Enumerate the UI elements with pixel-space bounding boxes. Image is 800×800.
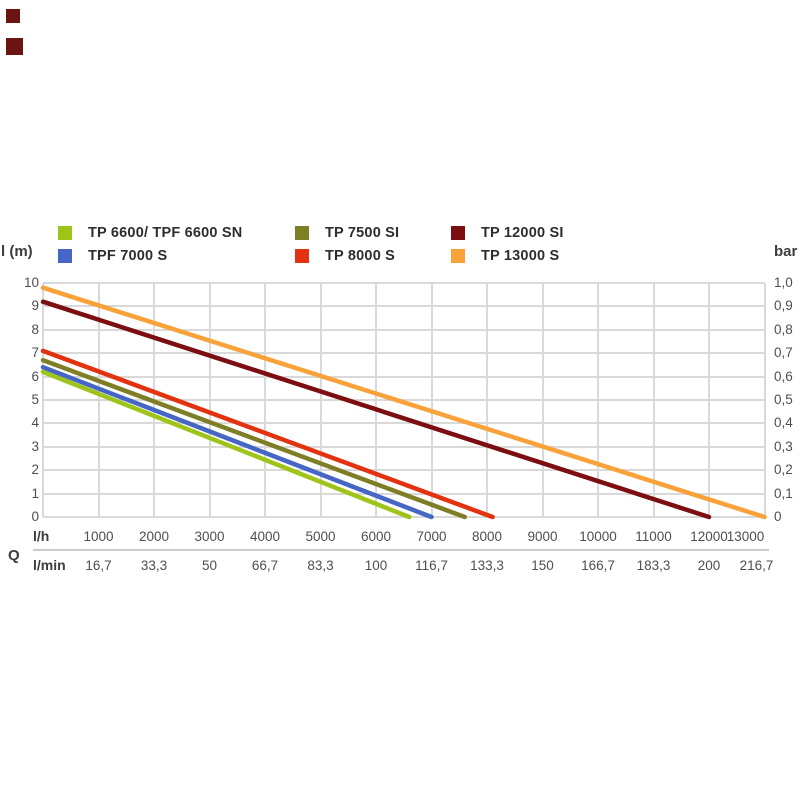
y-tick-left: 2 — [31, 462, 39, 478]
x-axis-separator — [33, 549, 769, 551]
y-tick-right: 0,5 — [774, 392, 793, 407]
x-tick-lmin: 116,7 — [415, 558, 448, 573]
y-tick-left: 10 — [23, 275, 39, 290]
x-tick-lmin: 16,7 — [85, 558, 112, 573]
x-tick-lh: 10000 — [579, 529, 617, 544]
y-tick-left: 8 — [31, 321, 39, 337]
x-tick-lh: 11000 — [635, 529, 672, 544]
x-tick-lh: 4000 — [249, 529, 281, 544]
curve-tp-7500-si — [40, 357, 468, 520]
x-tick-lmin: 216,7 — [739, 558, 774, 573]
x-tick-lh: 1000 — [83, 529, 114, 544]
y-tick-right: 1,0 — [774, 275, 793, 290]
y-tick-right: 0,4 — [774, 415, 793, 431]
y-tick-right: 0,6 — [774, 368, 793, 384]
y-tick-right: 0,8 — [774, 321, 793, 337]
legend-item: TP 12000 SI — [451, 225, 564, 241]
edge-mark — [6, 38, 23, 55]
legend-label: TPF 7000 S — [88, 248, 168, 264]
y-tick-right: 0,3 — [774, 438, 793, 454]
y-tick-left: 7 — [31, 345, 39, 361]
x-tick-lh: 7000 — [416, 529, 447, 544]
edge-mark — [6, 9, 20, 23]
curve-tp-8000-s — [40, 348, 495, 520]
x-tick-lh: 12000 — [690, 529, 728, 544]
x-tick-lmin: 66,7 — [251, 558, 279, 573]
legend-item: TP 7500 SI — [295, 225, 399, 241]
y-tick-right: 0 — [774, 509, 782, 524]
legend-swatch — [58, 226, 72, 240]
y-tick-right: 0,9 — [774, 298, 793, 314]
legend-item: TPF 7000 S — [58, 248, 167, 264]
right-axis-unit-label: bar — [774, 243, 798, 260]
y-tick-left: 9 — [31, 298, 39, 314]
x-tick-lh: 13000 — [726, 529, 765, 544]
legend-item: TP 6600/ TPF 6600 SN — [58, 225, 242, 241]
legend-label: TP 6600/ TPF 6600 SN — [88, 225, 243, 241]
curve-tpf-7000-s — [40, 364, 434, 520]
x-tick-lmin: 150 — [531, 558, 554, 573]
x-tick-lmin: 33,3 — [140, 558, 168, 573]
x-tick-lh: 3000 — [194, 529, 225, 544]
y-tick-left: 1 — [31, 485, 39, 501]
legend-label: TP 8000 S — [325, 248, 396, 264]
legend-label: TP 7500 SI — [325, 225, 400, 241]
x-tick-lmin: 200 — [697, 558, 721, 573]
x-tick-lh: 5000 — [305, 529, 336, 544]
x-tick-lmin: 83,3 — [307, 558, 334, 573]
x-tick-lh: 8000 — [471, 529, 503, 544]
legend-item: TP 13000 S — [451, 248, 559, 264]
y-tick-left: 0 — [31, 509, 39, 524]
y-tick-right: 0,1 — [774, 485, 793, 501]
curve-tp-6600-tpf-6600-sn — [40, 369, 412, 520]
x-tick-lmin: 50 — [201, 558, 218, 573]
y-tick-right: 0,7 — [774, 345, 793, 361]
legend-swatch — [451, 226, 465, 240]
y-tick-right: 0,2 — [774, 462, 793, 478]
legend-label: TP 13000 S — [481, 248, 560, 264]
legend-swatch — [295, 226, 309, 240]
legend-swatch — [295, 249, 309, 263]
legend-label: TP 12000 SI — [481, 225, 564, 241]
legend-item: TP 8000 S — [295, 248, 395, 264]
q-axis-label: Q — [8, 547, 20, 564]
x-tick-lh: 2000 — [138, 529, 170, 544]
legend-swatch — [58, 249, 72, 263]
curve-tp-12000-si — [40, 299, 712, 520]
lh-row-label: l/h — [33, 528, 50, 544]
lmin-row-label: l/min — [33, 557, 66, 573]
y-tick-left: 4 — [31, 415, 39, 431]
x-tick-lmin: 133,3 — [470, 558, 504, 573]
x-tick-lh: 9000 — [527, 529, 558, 544]
x-tick-lmin: 100 — [364, 558, 388, 573]
x-tick-lmin: 166,7 — [581, 558, 615, 573]
x-tick-lmin: 183,3 — [636, 558, 671, 573]
x-tick-lh: 6000 — [360, 529, 392, 544]
legend-swatch — [451, 249, 465, 263]
curve-tp-13000-s — [40, 285, 767, 520]
left-axis-unit-label: l (m) — [1, 243, 33, 260]
y-tick-left: 5 — [31, 392, 39, 407]
y-tick-left: 6 — [31, 368, 39, 384]
y-tick-left: 3 — [31, 438, 39, 454]
